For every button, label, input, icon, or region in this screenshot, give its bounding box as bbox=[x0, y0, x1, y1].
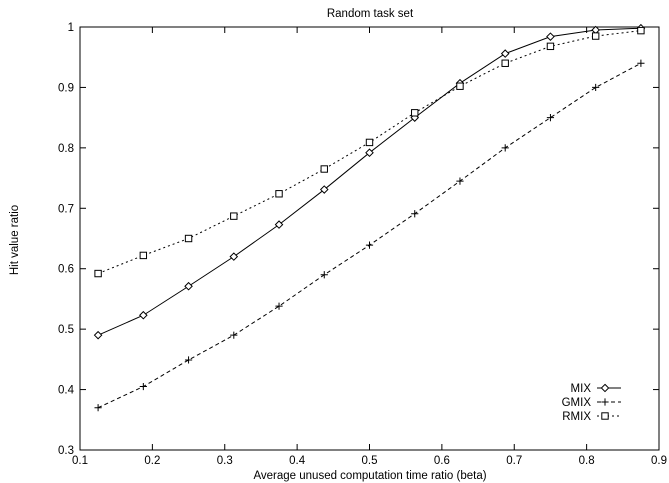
data-point-rmix bbox=[275, 190, 283, 198]
data-point-gmix bbox=[139, 382, 147, 391]
data-point-mix bbox=[365, 148, 374, 157]
data-point-mix bbox=[319, 185, 329, 194]
data-point-rmix bbox=[637, 26, 645, 35]
data-point-mix bbox=[500, 49, 510, 58]
y-tick-label: 0.7 bbox=[58, 203, 74, 215]
legend-label-rmix: RMIX bbox=[562, 411, 591, 423]
series-gmix bbox=[94, 59, 645, 412]
legend-marker-rmix bbox=[601, 412, 609, 420]
data-point-rmix bbox=[546, 42, 555, 51]
legend-label-gmix: GMIX bbox=[562, 397, 592, 409]
data-point-gmix bbox=[230, 331, 238, 339]
data-point-rmix bbox=[365, 138, 374, 147]
chart-title: Random task set bbox=[327, 8, 414, 20]
series-mix bbox=[93, 23, 646, 340]
data-point-mix bbox=[229, 252, 239, 261]
x-tick-label: 0.2 bbox=[144, 455, 160, 467]
legend-marker-mix bbox=[600, 383, 610, 393]
x-tick-label: 0.4 bbox=[289, 455, 306, 467]
data-point-gmix bbox=[637, 59, 645, 67]
data-point-mix bbox=[184, 281, 193, 291]
x-tick-label: 0.6 bbox=[434, 455, 450, 467]
data-point-gmix bbox=[275, 302, 283, 310]
x-tick-label: 0.8 bbox=[579, 455, 595, 467]
data-point-gmix bbox=[592, 83, 600, 92]
series-line-mix bbox=[97, 27, 641, 336]
x-tick-label: 0.9 bbox=[651, 455, 667, 467]
y-tick-label: 1 bbox=[68, 22, 74, 34]
data-point-rmix bbox=[184, 234, 193, 243]
series-layer bbox=[93, 23, 646, 412]
data-point-gmix bbox=[546, 114, 555, 122]
data-point-mix bbox=[139, 310, 148, 320]
data-point-rmix bbox=[230, 212, 238, 220]
x-axis-title: Average unused computation time ratio (b… bbox=[253, 470, 486, 482]
x-tick-label: 0.5 bbox=[362, 455, 378, 467]
data-point-gmix bbox=[320, 271, 328, 279]
data-point-rmix bbox=[591, 32, 600, 40]
y-tick-label: 0.3 bbox=[58, 445, 74, 457]
x-tick-label: 0.7 bbox=[506, 455, 522, 467]
x-axis: 0.1 0.2 0.3 0.4 0.5 0.6 0.7 0.8 0.9 bbox=[72, 27, 667, 467]
y-tick-label: 0.6 bbox=[58, 264, 74, 276]
y-axis-title: Hit value ratio bbox=[9, 205, 21, 275]
x-tick-label: 0.1 bbox=[72, 455, 88, 467]
data-point-rmix bbox=[501, 59, 509, 67]
y-tick-label: 0.4 bbox=[58, 385, 75, 397]
data-point-mix bbox=[546, 32, 555, 41]
data-point-gmix bbox=[501, 144, 509, 152]
data-point-gmix bbox=[456, 177, 464, 185]
y-tick-label: 0.8 bbox=[58, 143, 74, 155]
data-point-gmix bbox=[411, 210, 419, 218]
data-point-rmix bbox=[139, 251, 148, 260]
data-point-mix bbox=[274, 220, 284, 229]
x-tick-label: 0.3 bbox=[217, 455, 233, 467]
data-point-rmix bbox=[94, 269, 102, 278]
data-point-gmix bbox=[365, 241, 374, 249]
series-rmix bbox=[94, 26, 645, 278]
y-tick-label: 0.9 bbox=[58, 82, 74, 94]
data-point-gmix bbox=[184, 356, 193, 364]
data-point-mix bbox=[93, 330, 103, 340]
data-point-rmix bbox=[411, 109, 419, 117]
legend: MIX GMIX RMIX bbox=[562, 383, 621, 423]
y-tick-label: 0.5 bbox=[58, 324, 74, 336]
data-point-rmix bbox=[456, 82, 464, 90]
legend-marker-gmix bbox=[601, 398, 609, 406]
data-point-rmix bbox=[320, 165, 328, 173]
y-axis: 0.3 0.4 0.5 0.6 0.7 0.8 0.9 1 bbox=[58, 22, 659, 457]
series-line-gmix bbox=[97, 62, 642, 409]
data-point-gmix bbox=[94, 404, 102, 412]
legend-label-mix: MIX bbox=[571, 383, 592, 395]
